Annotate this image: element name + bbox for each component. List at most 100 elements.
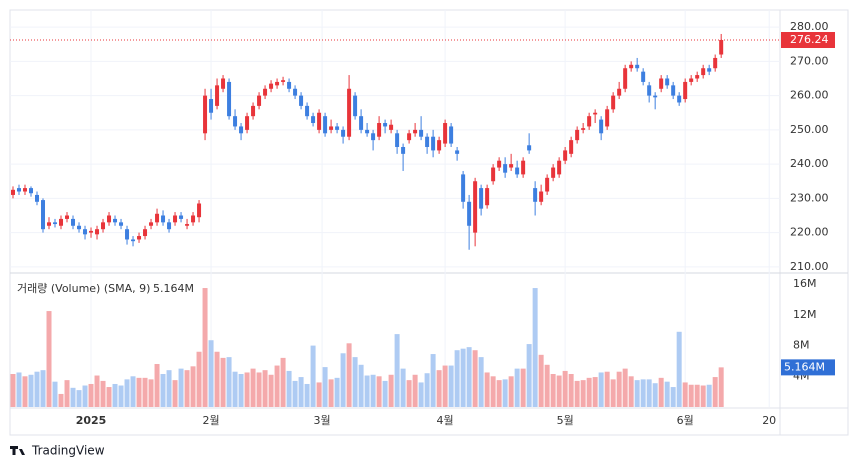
candle-body [659,78,664,89]
candle-body [125,229,130,240]
candle-body [317,112,322,130]
candle-body [383,123,388,127]
volume-bar [148,379,154,407]
volume-bar [58,393,64,407]
volume-bar [46,311,52,407]
volume-bar [106,387,112,407]
volume-bar [184,370,190,407]
candle-body [485,188,490,206]
candle-body [509,164,514,168]
y-tick-label: 220.00 [790,226,829,239]
volume-badge [781,359,835,376]
volume-bar [478,357,484,407]
candle-body [689,78,694,82]
candle-body [221,78,226,89]
volume-bar [634,380,640,407]
candle-body [323,116,328,134]
volume-bar [232,371,238,407]
volume-bar [328,379,334,407]
candle-body [677,95,682,103]
candle-body [287,81,292,89]
volume-bar [610,379,616,407]
x-tick-label: 3월 [314,414,331,427]
volume-bar [178,368,184,407]
volume-bar [436,370,442,407]
candle-body [641,71,646,82]
candle-body [179,215,184,219]
volume-bar [238,374,244,407]
candle-body [341,129,346,137]
candle-body [419,129,424,137]
candle-body [347,88,352,137]
volume-bar [100,380,106,407]
volume-bar [208,340,214,407]
volume-bar [454,350,460,407]
candle-body [551,167,556,178]
volume-bar [700,385,706,407]
volume-bars [10,288,724,407]
candle-body [107,215,112,223]
candle-body [371,133,376,141]
volume-bar [334,377,340,407]
volume-bar [538,354,544,407]
volume-bar [676,331,682,407]
candle-body [605,109,610,127]
candle-body [353,95,358,117]
candle-body [539,191,544,202]
candle-body [65,215,70,219]
x-tick-label: 2025 [76,414,107,427]
volume-bar [508,376,514,407]
last-price-label: 276.24 [790,33,829,46]
candle-body [467,201,472,226]
volume-bar [658,377,664,407]
volume-bar [520,368,526,407]
volume-bar [40,370,46,407]
volume-bar [202,288,208,407]
volume-bar [370,374,376,407]
volume-bar [160,374,166,407]
candle-body [581,128,586,130]
volume-bar [340,353,346,407]
candle-body [293,88,298,96]
candle-body [275,81,280,86]
volume-bar [574,380,580,407]
candle-body [89,230,94,233]
volume-bar [514,368,520,407]
volume-bar [280,357,286,407]
volume-bar [502,379,508,407]
candle-body [161,215,166,223]
volume-bar [718,367,724,407]
candle-body [557,160,562,175]
volume-bar [586,377,592,407]
volume-bar [262,370,268,407]
candle-body [47,222,52,226]
volume-bar [130,376,136,407]
candle-body [59,218,64,226]
volume-bar [400,368,406,407]
volume-bar [592,377,598,407]
volume-bar [244,372,250,407]
candle-body [281,80,286,82]
y-tick-label: 12M [793,308,817,321]
candle-body [77,225,82,230]
volume-bar [394,334,400,407]
candle-body [635,64,640,69]
candle-body [503,164,508,173]
x-tick-label: 2월 [202,414,219,427]
x-tick-label: 6월 [677,414,694,427]
volume-bar [622,368,628,407]
candle-body [83,229,88,235]
brand: TradingView [31,444,105,458]
volume-bar [298,377,304,407]
volume-bar [34,371,40,407]
volume-bar [466,347,472,407]
volume-bar [484,372,490,407]
candle-body [401,146,406,154]
volume-bar [472,350,478,407]
volume-bar [556,375,562,407]
volume-bar [604,371,610,407]
candle-body [233,116,238,127]
volume-bar [250,368,256,407]
volume-bar [268,374,274,407]
